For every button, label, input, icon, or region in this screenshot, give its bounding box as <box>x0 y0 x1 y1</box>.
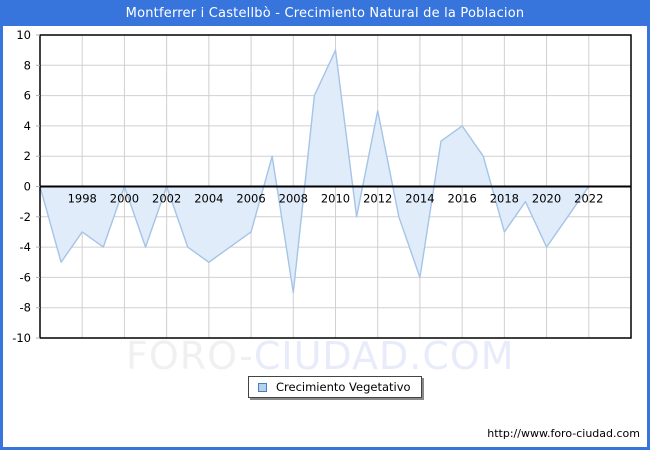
page-title: Montferrer i Castellbò - Crecimiento Nat… <box>125 5 525 21</box>
y-tick-label: -10 <box>12 331 31 345</box>
y-tick-label: 0 <box>24 180 31 194</box>
y-tick-label: -4 <box>20 240 31 254</box>
y-tick-label: -2 <box>20 210 31 224</box>
x-tick-label: 2018 <box>490 192 519 206</box>
area-fill <box>40 50 589 293</box>
x-tick-label: 2016 <box>448 192 477 206</box>
y-tick-label: 2 <box>24 149 31 163</box>
x-tick-label: 1998 <box>68 192 97 206</box>
x-tick-label: 2004 <box>194 192 223 206</box>
x-tick-label: 2008 <box>279 192 308 206</box>
legend: Crecimiento Vegetativo <box>248 376 422 398</box>
y-tick-label: -8 <box>20 301 31 315</box>
legend-swatch-icon <box>258 382 267 392</box>
y-tick-label: -6 <box>20 270 31 284</box>
y-tick-label: 6 <box>24 89 31 103</box>
x-tick-label: 2000 <box>110 192 139 206</box>
x-tick-label: 2022 <box>574 192 603 206</box>
x-tick-label: 2002 <box>152 192 181 206</box>
x-tick-label: 2010 <box>321 192 350 206</box>
y-tick-label: 8 <box>24 58 31 72</box>
legend-series-label: Crecimiento Vegetativo <box>276 380 411 394</box>
x-tick-label: 2012 <box>363 192 392 206</box>
title-bar: Montferrer i Castellbò - Crecimiento Nat… <box>3 0 647 26</box>
x-tick-label: 2014 <box>405 192 434 206</box>
series-line <box>39 49 590 294</box>
y-tick-label: 4 <box>24 119 31 133</box>
footer-url[interactable]: http://www.foro-ciudad.com <box>487 427 640 440</box>
x-tick-label: 2020 <box>532 192 561 206</box>
x-tick-label: 2006 <box>236 192 265 206</box>
y-tick-label: 10 <box>16 28 31 42</box>
